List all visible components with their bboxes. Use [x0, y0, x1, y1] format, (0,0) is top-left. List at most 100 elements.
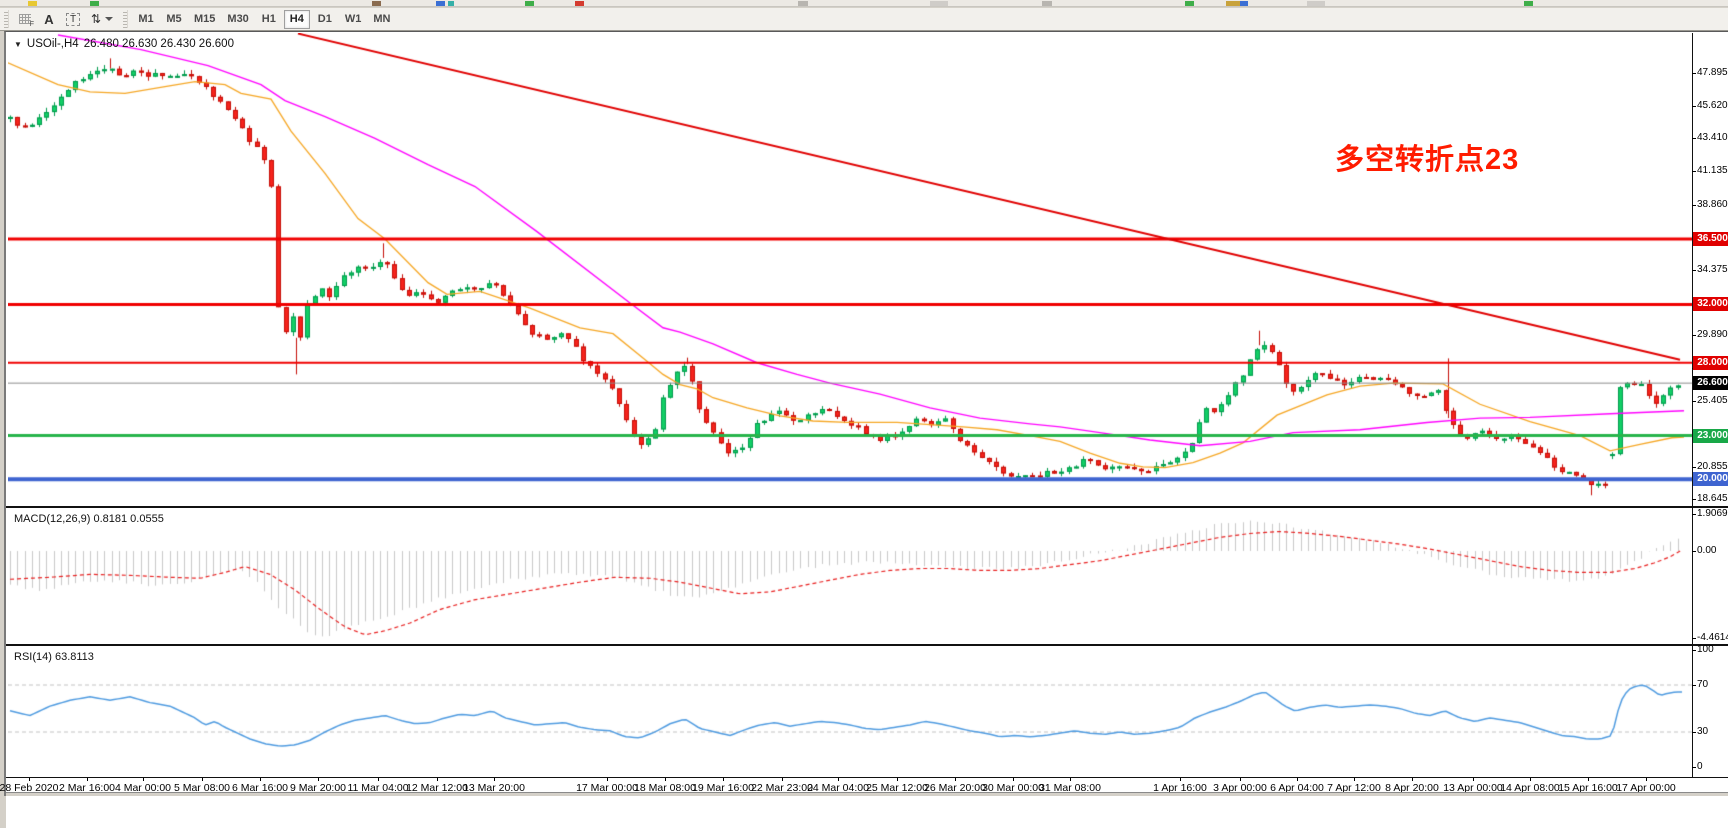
time-axis-tick [665, 778, 666, 781]
time-axis-tick [1354, 778, 1355, 781]
price-level-badge: 32.000 [1693, 297, 1728, 311]
time-axis-tick [955, 778, 956, 781]
time-axis-tick [1473, 778, 1474, 781]
toolbar-icon-fragment [575, 1, 584, 6]
toolbar-icon-fragment [28, 1, 37, 6]
rsi-axis-label: 30 [1697, 726, 1728, 738]
price-axis-separator [1692, 33, 1693, 777]
time-axis-tick [1588, 778, 1589, 781]
time-axis-tick [260, 778, 261, 781]
time-axis-tick [1646, 778, 1647, 781]
toolbar-icon-fragment [930, 1, 948, 6]
macd-panel-canvas[interactable] [8, 508, 1692, 644]
toolbar-icon-fragment [1240, 1, 1248, 6]
time-axis-tick [607, 778, 608, 781]
time-axis-tick [1013, 778, 1014, 781]
time-axis-tick [87, 778, 88, 781]
toolbar-icon-fragment [798, 1, 808, 6]
timeframe-button-m5[interactable]: M5 [161, 10, 187, 29]
chart-annotation-text: 多空转折点23 [1335, 136, 1519, 178]
time-axis-tick [897, 778, 898, 781]
chart-title: ▼ USOil-,H4 26.480 26.630 26.430 26.600 [14, 38, 234, 50]
price-level-badge: 28.000 [1693, 356, 1728, 370]
toolbar-icon-fragment [1524, 1, 1533, 6]
rsi-axis-label: 100 [1697, 644, 1728, 656]
price-axis-label: 29.890 [1697, 329, 1728, 341]
price-axis-label: 47.895 [1697, 67, 1728, 79]
rsi-axis-label: 0 [1697, 761, 1728, 773]
macd-axis-label: 0.00 [1697, 545, 1728, 557]
toolbar-icon-fragment [525, 1, 534, 6]
timeframe-button-m1[interactable]: M1 [133, 10, 159, 29]
price-chart-canvas[interactable] [8, 33, 1692, 506]
time-axis-tick [1530, 778, 1531, 781]
toolbar-icon-fragment [448, 1, 454, 6]
timeframe-toolbar-drag-handle[interactable] [123, 10, 128, 28]
grid-f-label: F [30, 21, 34, 28]
time-axis-tick [494, 778, 495, 781]
price-axis-label: 41.135 [1697, 165, 1728, 177]
rsi-axis-label: 70 [1697, 679, 1728, 691]
time-axis-tick [29, 778, 30, 781]
timeframe-button-h4[interactable]: H4 [284, 10, 310, 29]
price-axis-label: 34.375 [1697, 264, 1728, 276]
window-top-strip [0, 0, 1728, 7]
time-axis-tick [838, 778, 839, 781]
toolbar-icon-fragment [436, 1, 445, 6]
time-axis-tick [143, 778, 144, 781]
symbol-dropdown-icon[interactable]: ▼ [14, 40, 22, 49]
price-level-badge: 36.500 [1693, 232, 1728, 246]
time-axis-tick [1412, 778, 1413, 781]
price-axis-label: 38.860 [1697, 199, 1728, 211]
time-axis-tick [437, 778, 438, 781]
crosshair-grid-icon[interactable]: F [13, 10, 37, 29]
price-axis-label: 20.855 [1697, 461, 1728, 473]
insert-text-icon[interactable]: A [37, 10, 61, 29]
time-axis-tick [782, 778, 783, 781]
rsi-panel-separator[interactable] [6, 644, 1728, 646]
price-level-badge: 26.600 [1693, 376, 1728, 390]
toolbar-icon-fragment [1042, 1, 1052, 6]
toolbar-icon-fragment [372, 1, 381, 6]
price-axis-label: 18.645 [1697, 493, 1728, 505]
timeframe-button-h1[interactable]: H1 [256, 10, 282, 29]
time-axis-tick [1297, 778, 1298, 781]
time-axis-tick [1180, 778, 1181, 781]
toolbar-icon-fragment [90, 1, 99, 6]
time-axis-tick [378, 778, 379, 781]
chart-window: ▼ USOil-,H4 26.480 26.630 26.430 26.600 … [4, 31, 1728, 796]
price-level-badge: 23.000 [1693, 429, 1728, 443]
timeframe-button-m30[interactable]: M30 [222, 10, 253, 29]
time-axis-tick [1240, 778, 1241, 781]
ohlc-values: 26.480 26.630 26.430 26.600 [84, 38, 234, 50]
toolbar-icon-fragment [1307, 1, 1325, 6]
time-axis-tick [202, 778, 203, 781]
text-label-icon[interactable]: T [61, 10, 85, 29]
macd-panel-separator[interactable] [6, 506, 1728, 508]
macd-indicator-label: MACD(12,26,9) 0.8181 0.0555 [14, 513, 164, 525]
price-axis-label: 25.405 [1697, 395, 1728, 407]
price-axis-label: 43.410 [1697, 132, 1728, 144]
price-level-badge: 20.000 [1693, 472, 1728, 486]
rsi-indicator-label: RSI(14) 63.8113 [14, 651, 94, 663]
window-bottom-edge [6, 792, 1728, 796]
macd-axis-label: -4.4614 [1697, 632, 1728, 644]
symbol-period-label: USOil-,H4 [27, 38, 79, 50]
time-axis-tick [318, 778, 319, 781]
macd-axis-label: 1.9069 [1697, 508, 1728, 520]
arrange-objects-icon[interactable]: ⇅ [85, 10, 119, 29]
time-axis-tick [1070, 778, 1071, 781]
timeframe-button-d1[interactable]: D1 [312, 10, 338, 29]
timeframe-button-mn[interactable]: MN [368, 10, 395, 29]
time-axis-tick [723, 778, 724, 781]
timeframe-button-m15[interactable]: M15 [189, 10, 220, 29]
timeframe-button-w1[interactable]: W1 [340, 10, 367, 29]
price-axis-label: 45.620 [1697, 100, 1728, 112]
toolbar-drag-handle[interactable] [4, 10, 9, 28]
toolbar-icon-fragment [1185, 1, 1194, 6]
rsi-panel-canvas[interactable] [8, 646, 1692, 777]
dropdown-caret-icon [105, 17, 113, 21]
